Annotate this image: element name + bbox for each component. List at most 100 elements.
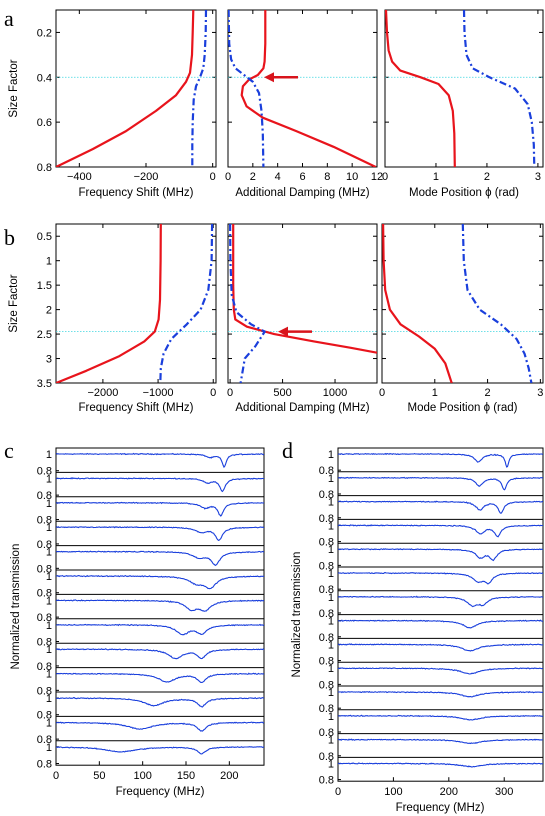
x-tick-label: 200: [440, 786, 458, 798]
x-tick-label: 500: [273, 387, 291, 399]
y-tick-label: 3.5: [37, 378, 52, 390]
y-tick-label: 0.8: [319, 465, 334, 477]
y-tick-label: 0.8: [319, 656, 334, 668]
x-tick-label: 0: [335, 786, 341, 798]
transmission-trace: [338, 738, 543, 745]
transmission-trace: [338, 714, 543, 721]
transmission-trace: [56, 721, 264, 732]
y-tick-label: 1: [328, 616, 334, 628]
y-tick-label: 0.8: [37, 734, 52, 746]
x-axis-label: Additional Damping (MHz): [235, 187, 369, 199]
y-tick-label: 0.8: [37, 490, 52, 502]
y-tick-label: 0.8: [319, 775, 334, 787]
series-line-red: [56, 10, 195, 167]
y-tick-label: 3: [46, 354, 52, 366]
x-tick-label: 8: [324, 171, 330, 183]
x-tick-label: 100: [133, 770, 151, 782]
series-line-blue: [191, 10, 208, 167]
y-tick-label: 0.5: [37, 231, 52, 243]
x-tick-label: −400: [67, 171, 92, 183]
y-tick-label: 1: [46, 473, 52, 485]
plot-frame: [55, 9, 217, 168]
transmission-trace: [56, 477, 264, 493]
y-tick-label: 1: [46, 595, 52, 607]
x-tick-label: 2: [484, 171, 490, 183]
y-tick-label: 1: [46, 571, 52, 583]
y-tick-label: 1: [46, 256, 52, 268]
x-axis-label: Frequency (MHz): [396, 802, 485, 814]
transmission-trace: [56, 574, 264, 590]
y-tick-label: 0.8: [319, 584, 334, 596]
transmission-trace: [338, 619, 543, 629]
y-tick-label: 0.8: [319, 560, 334, 572]
y-tick-label: 0.8: [37, 162, 52, 174]
x-axis-label: Frequency Shift (MHz): [78, 402, 193, 414]
y-tick-label: 1: [46, 449, 52, 461]
y-tick-label: 1: [328, 449, 334, 461]
series-line-blue: [228, 10, 265, 167]
y-axis-label: Normalized transmission: [10, 544, 22, 670]
x-tick-label: 0: [379, 387, 385, 399]
series-line-red: [382, 224, 453, 383]
subplot-b-2: 0 500 1000 Additional Damping (MHz): [227, 223, 378, 414]
transmission-trace: [56, 746, 264, 755]
transmission-trace: [56, 623, 264, 636]
y-tick-label: 0.2: [37, 27, 52, 39]
y-tick-label: 1: [46, 547, 52, 559]
x-tick-label: 0: [225, 171, 231, 183]
panel-b: b Size Factor 0.5 1 1.5 2 2.5 3 3.5 −2000 −1000 0 F…: [4, 223, 544, 414]
y-tick-label: 0.8: [319, 751, 334, 763]
x-tick-label: 0: [210, 171, 216, 183]
y-tick-label: 0.8: [319, 608, 334, 620]
subplot-b-1: −2000 −1000 0 Frequency Shift (MHz): [55, 223, 217, 414]
subplot-a-3: 0 1 2 3 Mode Position ϕ (rad): [382, 9, 544, 199]
y-tick-label: 1: [46, 669, 52, 681]
transmission-trace: [338, 524, 543, 538]
y-tick-label: 0.8: [319, 703, 334, 715]
transmission-trace: [338, 643, 543, 652]
series-line-blue: [462, 10, 536, 167]
panel-c: c Normalized transmission10.810.810.810.…: [4, 438, 265, 798]
subplot-b-3: 0 1 2 3 Mode Position ϕ (rad): [379, 223, 544, 414]
y-tick-label: 1: [46, 644, 52, 656]
series-line-blue: [229, 224, 266, 383]
y-tick-label: 1: [46, 498, 52, 510]
series-line-blue: [159, 224, 214, 383]
x-tick-label: 200: [220, 770, 238, 782]
series-line-red: [385, 10, 456, 167]
series-line-blue: [461, 224, 533, 383]
panel-label-d: d: [282, 438, 293, 463]
transmission-trace: [338, 595, 543, 608]
x-tick-label: 0: [53, 770, 59, 782]
y-tick-label: 0.8: [319, 727, 334, 739]
transmission-trace: [56, 501, 264, 517]
y-tick-label: 1.5: [37, 280, 52, 292]
series-line-red: [232, 224, 377, 354]
y-tick-label: 1: [328, 758, 334, 770]
y-tick-label: 0.8: [319, 632, 334, 644]
transmission-trace: [56, 526, 264, 542]
y-tick-label: 1: [328, 497, 334, 509]
x-tick-label: 3: [537, 387, 543, 399]
x-axis-label: Frequency Shift (MHz): [78, 187, 193, 199]
series-line-red: [56, 224, 162, 383]
y-tick-label: 0.8: [37, 466, 52, 478]
x-tick-label: 0: [382, 171, 388, 183]
y-tick-label: 1: [328, 663, 334, 675]
y-tick-label: 0.8: [37, 661, 52, 673]
panel-label-b: b: [4, 225, 15, 250]
x-axis-label: Mode Position ϕ (rad): [408, 402, 518, 414]
transmission-trace: [56, 648, 264, 660]
y-axis-label: Size Factor: [8, 274, 20, 332]
y-tick-label: 1: [328, 544, 334, 556]
transmission-trace: [338, 762, 543, 768]
y-tick-label: 0.8: [319, 489, 334, 501]
y-tick-label: 0.6: [37, 117, 52, 129]
subplot-a-1: −400 −200 0 Frequency Shift (MHz): [55, 9, 217, 199]
x-tick-label: 3: [535, 171, 541, 183]
y-axis-label: Normalized transmission: [291, 552, 303, 678]
y-tick-label: 1: [328, 592, 334, 604]
y-tick-label: 0.8: [37, 637, 52, 649]
x-tick-label: −200: [134, 171, 159, 183]
